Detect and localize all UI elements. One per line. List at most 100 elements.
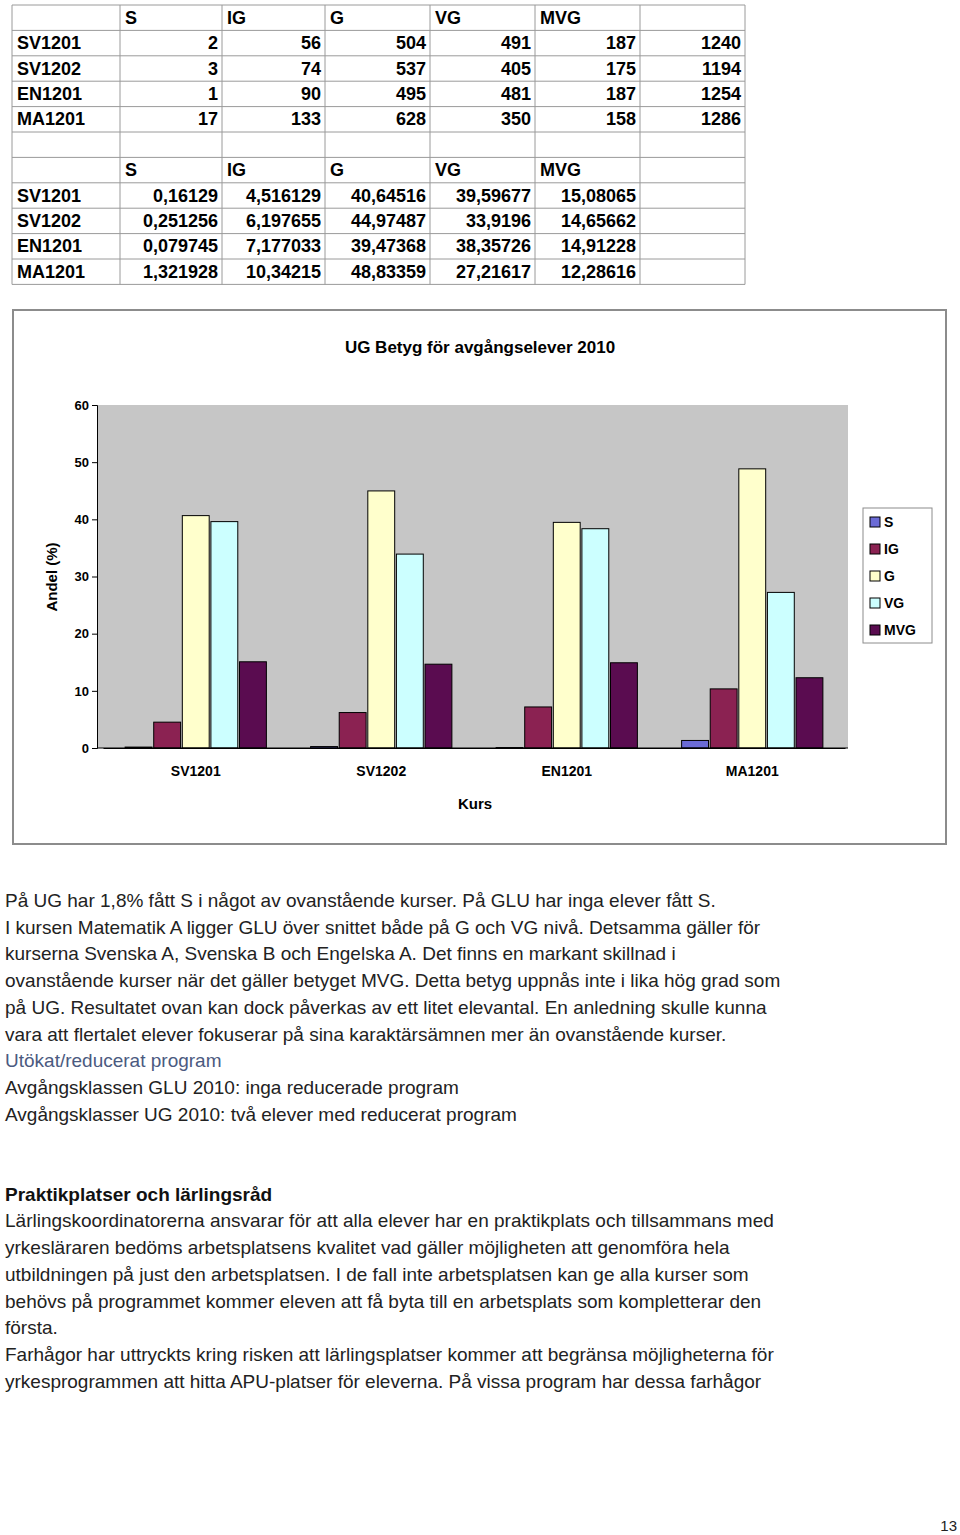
tick-label: 30 bbox=[75, 569, 89, 584]
text-line: Avgångsklassen GLU 2010: inga reducerade… bbox=[5, 1077, 459, 1098]
bar bbox=[339, 713, 366, 748]
table-cell: 1194 bbox=[702, 59, 741, 79]
y-tick: 60 bbox=[75, 398, 97, 413]
table-cell: 44,97487 bbox=[351, 211, 426, 231]
x-tick: SV1201 bbox=[171, 748, 221, 779]
tick-label: 60 bbox=[75, 398, 89, 413]
tick-mark bbox=[92, 634, 97, 635]
tick-label: 50 bbox=[75, 455, 89, 470]
table-row-line bbox=[12, 132, 745, 133]
table-cell: 10,34215 bbox=[246, 262, 321, 282]
text-line: Avgångsklasser UG 2010: två elever med r… bbox=[5, 1104, 517, 1125]
chart-title: UG Betyg för avgångselever 2010 bbox=[345, 338, 615, 357]
table-cell: 1 bbox=[208, 84, 218, 104]
text-line: Farhågor har uttryckts kring risken att … bbox=[5, 1344, 774, 1365]
chart: 0102030405060SV1201SV1202EN1201MA1201UG … bbox=[13, 310, 946, 844]
tick-label: EN1201 bbox=[541, 763, 592, 779]
tick-label: 10 bbox=[75, 683, 89, 698]
table-cell: 0,16129 bbox=[153, 186, 218, 206]
page-background bbox=[0, 0, 960, 1535]
y-tick: 0 bbox=[82, 741, 97, 756]
table-cell: 17 bbox=[198, 109, 218, 129]
x-tick: MA1201 bbox=[726, 748, 779, 779]
table-row-label: MA1201 bbox=[17, 109, 85, 129]
text-line: I kursen Matematik A ligger GLU över sni… bbox=[5, 917, 761, 938]
table-row-line bbox=[12, 81, 745, 82]
table-cell: 350 bbox=[501, 109, 531, 129]
chart-frame bbox=[13, 310, 946, 844]
table-header-cell: S bbox=[125, 160, 137, 180]
text-line: utbildningen på just den arbetsplatsen. … bbox=[5, 1264, 749, 1285]
section-heading: Praktikplatser och lärlingsråd bbox=[5, 1184, 272, 1205]
table-cell: 33,9196 bbox=[466, 211, 531, 231]
table-header-cell: G bbox=[330, 160, 344, 180]
table-cell: 187 bbox=[606, 84, 636, 104]
table-row-line bbox=[12, 30, 745, 31]
table-col-line bbox=[222, 5, 223, 284]
tick-label: MA1201 bbox=[726, 763, 779, 779]
x-tick: SV1202 bbox=[356, 748, 406, 779]
table-row-line bbox=[12, 259, 745, 260]
legend-label: VG bbox=[884, 595, 904, 611]
tick-label: 40 bbox=[75, 512, 89, 527]
text-line: ovanstående kurser när det gäller betyge… bbox=[5, 970, 780, 991]
y-tick: 40 bbox=[75, 512, 97, 527]
text-line: behövs på programmet kommer eleven att f… bbox=[5, 1291, 761, 1312]
table-row-line bbox=[12, 182, 745, 183]
y-axis-title: Andel (%) bbox=[43, 542, 60, 611]
table-header-cell: VG bbox=[435, 160, 461, 180]
tick-label: 0 bbox=[82, 741, 89, 756]
table-header-cell: MVG bbox=[540, 8, 581, 28]
table-cell: 1286 bbox=[701, 109, 741, 129]
bar bbox=[553, 522, 580, 748]
section-heading: Utökat/reducerat program bbox=[5, 1050, 222, 1071]
bar bbox=[767, 592, 794, 748]
table-cell: 405 bbox=[501, 59, 531, 79]
table-header-cell: VG bbox=[435, 8, 461, 28]
table-col-line bbox=[640, 5, 641, 284]
bar bbox=[240, 662, 267, 748]
table-row-label: EN1201 bbox=[17, 236, 82, 256]
table-row-label: SV1202 bbox=[17, 211, 81, 231]
bar bbox=[710, 689, 737, 748]
text-line: På UG har 1,8% fått S i något av ovanstå… bbox=[5, 890, 716, 911]
table-cell: 14,91228 bbox=[561, 236, 636, 256]
plot-background bbox=[97, 405, 848, 748]
table-row-label: SV1201 bbox=[17, 33, 81, 53]
table-row-label: EN1201 bbox=[17, 84, 82, 104]
text-line: kurserna Svenska A, Svenska B och Engels… bbox=[5, 943, 676, 964]
y-axis: 0102030405060 bbox=[75, 398, 98, 756]
table-cell: 537 bbox=[396, 59, 426, 79]
table-cell: 175 bbox=[606, 59, 636, 79]
table-header-cell: G bbox=[330, 8, 344, 28]
legend-label: IG bbox=[884, 541, 899, 557]
tick-mark bbox=[92, 691, 97, 692]
table-row-line bbox=[12, 157, 745, 158]
table-cell: 1240 bbox=[701, 33, 741, 53]
table-row-line bbox=[12, 55, 745, 56]
text-line: yrkesläraren bedöms arbetsplatsens kvali… bbox=[5, 1237, 730, 1258]
y-tick: 30 bbox=[75, 569, 97, 584]
tick-mark bbox=[92, 519, 97, 520]
legend-box bbox=[863, 508, 932, 643]
table-cell: 481 bbox=[501, 84, 531, 104]
legend-swatch bbox=[870, 517, 880, 527]
table-cell: 48,83359 bbox=[351, 262, 426, 282]
table-cell: 491 bbox=[501, 33, 531, 53]
table-background bbox=[12, 5, 745, 284]
legend-swatch bbox=[870, 598, 880, 608]
bar bbox=[396, 554, 423, 748]
text-line: första. bbox=[5, 1317, 58, 1338]
bar bbox=[368, 491, 395, 748]
table-cell: 39,59677 bbox=[456, 186, 531, 206]
table-row-label: SV1202 bbox=[17, 59, 81, 79]
bar bbox=[525, 707, 552, 748]
tick-label: SV1202 bbox=[356, 763, 406, 779]
axis-line bbox=[92, 406, 98, 749]
legend-label: MVG bbox=[884, 622, 916, 638]
table-cell: 39,47368 bbox=[351, 236, 426, 256]
y-tick: 10 bbox=[75, 683, 97, 698]
x-axis: SV1201 SV1202 EN1201 MA1201 bbox=[104, 748, 846, 779]
tick-mark bbox=[92, 405, 97, 406]
table-cell: 14,65662 bbox=[561, 211, 636, 231]
